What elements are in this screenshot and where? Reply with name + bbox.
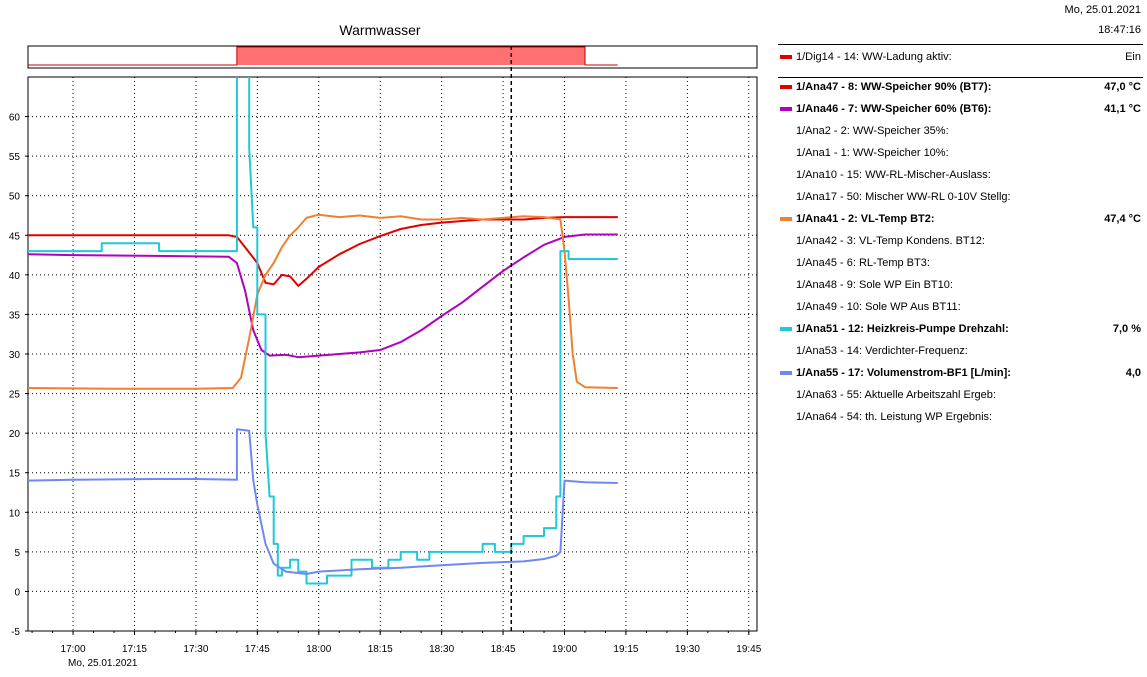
header-date: Mo, 25.01.2021 [1064,4,1141,16]
x-tick-label: 19:45 [736,644,761,655]
legend-row[interactable]: 1/Ana1 - 1: WW-Speicher 10%: [778,142,1143,164]
x-tick-label: 19:30 [675,644,700,655]
chart-title: Warmwasser [339,22,420,38]
legend-row[interactable]: 1/Ana17 - 50: Mischer WW-RL 0-10V Stellg… [778,186,1143,208]
legend-swatch [780,55,792,59]
legend-swatch [780,371,792,375]
legend-row[interactable]: 1/Ana10 - 15: WW-RL-Mischer-Auslass: [778,164,1143,186]
legend-label: 1/Ana51 - 12: Heizkreis-Pumpe Drehzahl: [796,323,1009,335]
legend-row[interactable]: 1/Ana2 - 2: WW-Speicher 35%: [778,120,1143,142]
legend-row[interactable]: 1/Ana51 - 12: Heizkreis-Pumpe Drehzahl: 7… [778,318,1143,340]
legend-swatch [780,107,792,111]
x-tick-label: 19:15 [613,644,638,655]
x-tick-label: 17:30 [183,644,208,655]
legend-divider [778,77,1143,78]
legend-row[interactable]: 1/Ana53 - 14: Verdichter-Frequenz: [778,340,1143,362]
legend-row[interactable]: 1/Ana46 - 7: WW-Speicher 60% (BT6): 41,1 … [778,98,1143,120]
y-tick-label: 50 [9,192,21,203]
x-tick-label: 18:00 [306,644,331,655]
legend-swatch [780,327,792,331]
legend-value: 4,0 [1125,367,1141,379]
digital-track-panel [27,45,758,69]
legend-label: 1/Ana17 - 50: Mischer WW-RL 0-10V Stellg… [796,191,1011,203]
legend-row[interactable]: 1/Ana49 - 10: Sole WP Aus BT11: [778,296,1143,318]
legend-top-divider [778,44,1143,45]
series-line-3 [28,77,618,585]
x-tick-label: 17:45 [245,644,270,655]
legend-label: 1/Ana55 - 17: Volumenstrom-BF1 [L/min]: [796,367,1011,379]
x-tick-label: 17:00 [61,644,86,655]
y-tick-label: 10 [9,508,21,519]
y-tick-label: -5 [11,627,20,638]
legend-row[interactable]: 1/Ana63 - 55: Aktuelle Arbeitszahl Ergeb… [778,384,1143,406]
header-time: 18:47:16 [1098,24,1141,36]
series-line-1 [28,233,618,359]
legend-value: Ein [1125,51,1141,63]
legend-label: 1/Ana63 - 55: Aktuelle Arbeitszahl Ergeb… [796,389,996,401]
legend-label: 1/Ana10 - 15: WW-RL-Mischer-Auslass: [796,169,991,181]
y-tick-label: 25 [9,390,21,401]
legend-swatch [780,85,792,89]
legend-value: 41,1 °C [1104,103,1141,115]
digital-on-bar [236,47,585,65]
legend-label: 1/Ana41 - 2: VL-Temp BT2: [796,213,935,225]
legend-label: 1/Ana45 - 6: RL-Temp BT3: [796,257,930,269]
legend-label: 1/Ana49 - 10: Sole WP Aus BT11: [796,301,961,313]
legend-label: 1/Ana46 - 7: WW-Speicher 60% (BT6): [796,103,992,115]
y-tick-label: 55 [9,152,21,163]
legend-row[interactable]: 1/Ana41 - 2: VL-Temp BT2: 47,4 °C [778,208,1143,230]
legend-value: 47,0 °C [1104,81,1141,93]
legend-label: 1/Dig14 - 14: WW-Ladung aktiv: [796,51,952,63]
x-tick-label: 17:15 [122,644,147,655]
x-tick-label: 18:30 [429,644,454,655]
legend-label: 1/Ana2 - 2: WW-Speicher 35%: [796,125,949,137]
legend-row[interactable]: 1/Ana48 - 9: Sole WP Ein BT10: [778,274,1143,296]
legend-row[interactable]: 1/Ana55 - 17: Volumenstrom-BF1 [L/min]: 4… [778,362,1143,384]
y-tick-label: 30 [9,350,21,361]
legend-row[interactable]: 1/Ana64 - 54: th. Leistung WP Ergebnis: [778,406,1143,428]
x-tick-label: 18:15 [368,644,393,655]
series-line-4 [28,428,618,575]
legend-row[interactable]: 1/Ana45 - 6: RL-Temp BT3: [778,252,1143,274]
y-tick-label: 15 [9,469,21,480]
y-tick-label: 0 [14,587,20,598]
y-tick-label: 40 [9,271,21,282]
legend-swatch [780,217,792,221]
y-tick-label: 60 [9,113,21,124]
x-tick-label: 18:45 [491,644,516,655]
legend-value: 47,4 °C [1104,213,1141,225]
legend-label: 1/Ana47 - 8: WW-Speicher 90% (BT7): [796,81,992,93]
legend-row[interactable]: 1/Dig14 - 14: WW-Ladung aktiv: Ein [778,46,1143,68]
legend-row[interactable]: 1/Ana47 - 8: WW-Speicher 90% (BT7): 47,0 … [778,76,1143,98]
legend-label: 1/Ana64 - 54: th. Leistung WP Ergebnis: [796,411,993,423]
x-axis-date-label: Mo, 25.01.2021 [68,658,138,669]
legend-label: 1/Ana42 - 3: VL-Temp Kondens. BT12: [796,235,985,247]
legend-value: 7,0 % [1112,323,1141,335]
legend-label: 1/Ana1 - 1: WW-Speicher 10%: [796,147,949,159]
digital-signal-line [28,46,618,66]
legend-label: 1/Ana48 - 9: Sole WP Ein BT10: [796,279,953,291]
y-tick-label: 20 [9,429,21,440]
x-tick-label: 19:00 [552,644,577,655]
y-tick-label: 35 [9,310,21,321]
legend-label: 1/Ana53 - 14: Verdichter-Frequenz: [796,345,968,357]
series-line-2 [28,213,618,390]
y-tick-label: 5 [14,548,20,559]
y-tick-label: 45 [9,231,21,242]
legend-row[interactable]: 1/Ana42 - 3: VL-Temp Kondens. BT12: [778,230,1143,252]
